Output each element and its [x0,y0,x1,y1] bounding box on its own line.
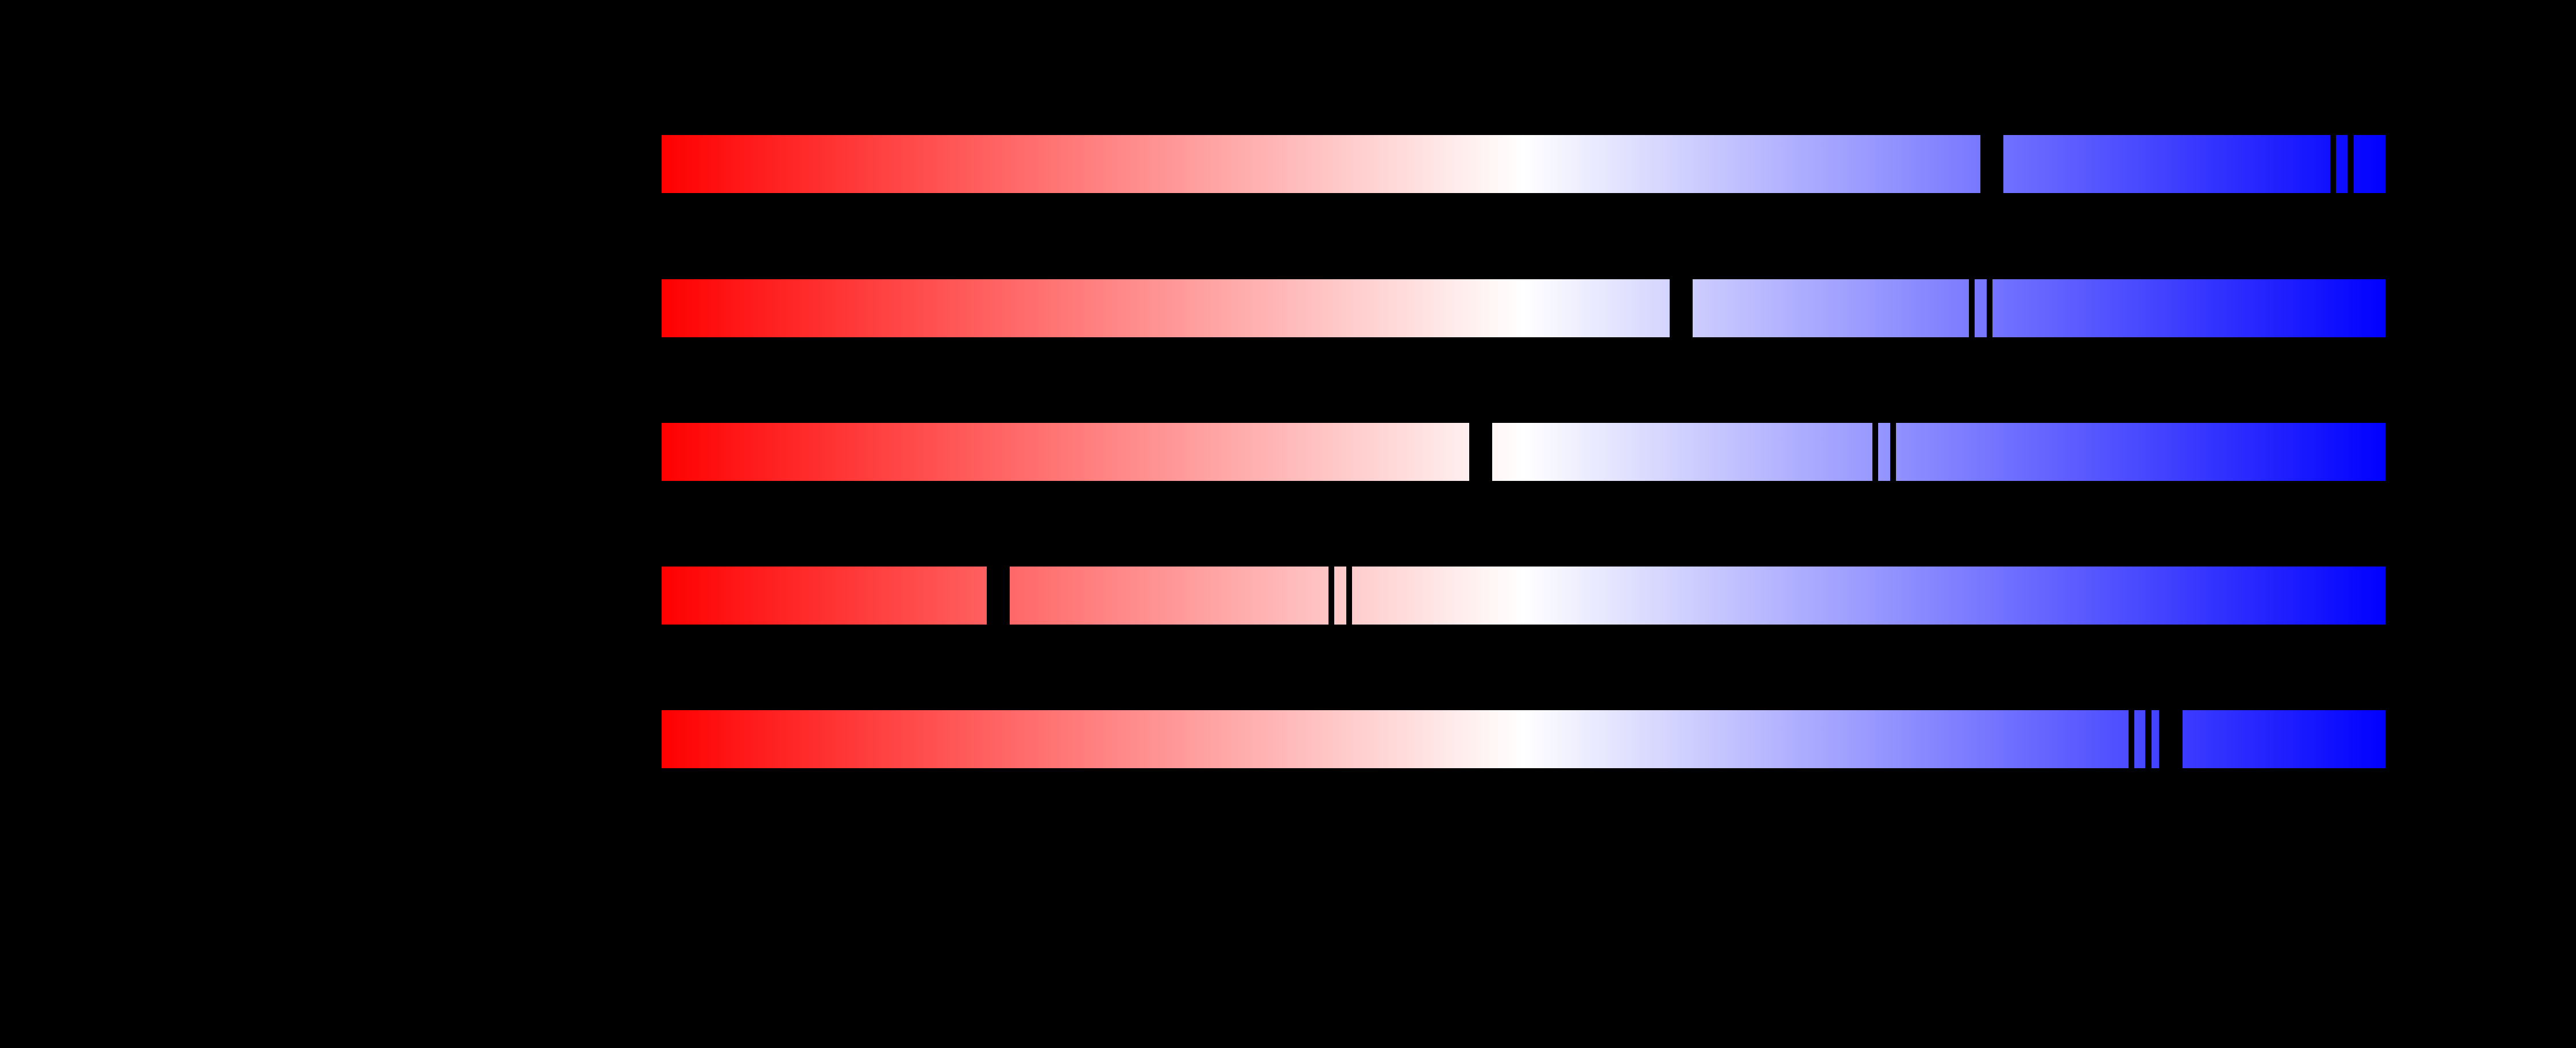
thin-divider-mark [1890,422,1896,481]
thick-divider-mark [987,566,1010,625]
thin-divider-mark [2145,710,2152,769]
thick-divider-mark [2159,710,2183,769]
thin-divider-mark [2330,134,2336,194]
gradient-bar-row-1 [662,134,2385,194]
thin-divider-mark [1987,279,1992,338]
thin-divider-mark [2347,134,2354,194]
thin-divider-mark [1328,566,1334,625]
gradient-bar-row-4 [662,566,2385,625]
gradient-bar-row-5 [662,710,2385,769]
thin-divider-mark [1872,422,1878,481]
gradient-bar-row-3 [662,422,2385,481]
thin-divider-mark [1969,279,1975,338]
gradient-bar-row-2 [662,279,2385,338]
thick-divider-mark [1670,279,1693,338]
thin-divider-mark [2129,710,2134,769]
thick-divider-mark [1469,422,1492,481]
thin-divider-mark [1346,566,1352,625]
thick-divider-mark [1980,134,2003,194]
